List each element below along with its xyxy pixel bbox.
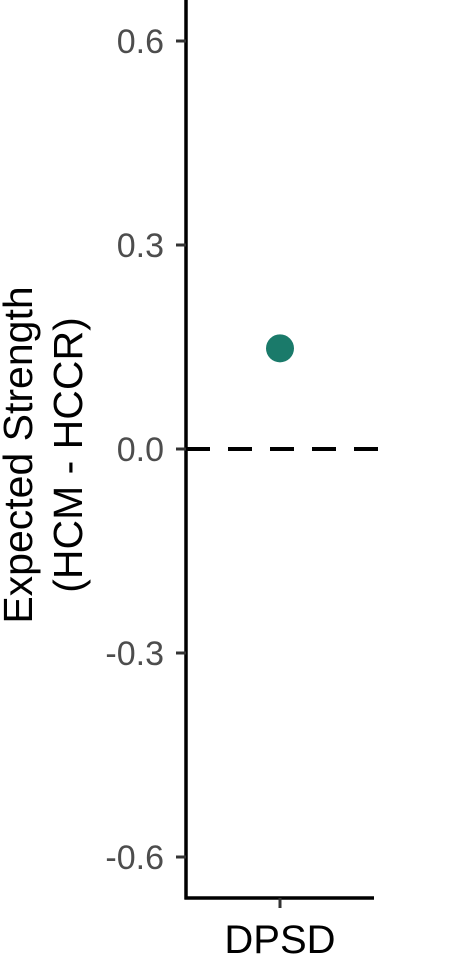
y-tick-label: -0.6 bbox=[105, 839, 164, 877]
y-tick-label: 0.0 bbox=[117, 431, 164, 469]
y-axis-label-line: (HCM - HCCR) bbox=[45, 317, 91, 593]
y-axis-label: Expected Strength (HCM - HCCR) bbox=[0, 286, 91, 623]
y-tick-label: 0.3 bbox=[117, 227, 164, 265]
y-tick-label: -0.3 bbox=[105, 635, 164, 673]
x-tick-label: DPSD bbox=[224, 918, 335, 962]
data-point bbox=[266, 334, 294, 363]
y-tick-label: 0.6 bbox=[117, 23, 164, 61]
y-axis-label-line: Expected Strength bbox=[0, 286, 41, 623]
